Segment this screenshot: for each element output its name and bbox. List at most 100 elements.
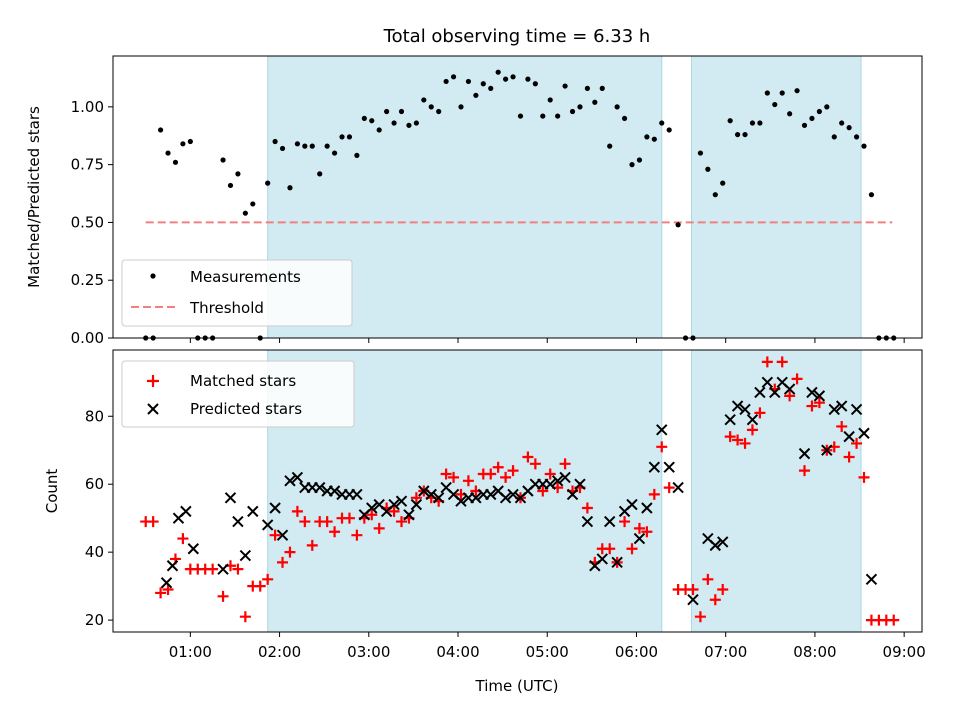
matched-star-marker xyxy=(239,611,251,623)
matched-star-marker xyxy=(746,424,758,436)
measurement-point xyxy=(636,157,643,163)
matched-star-marker xyxy=(784,390,796,402)
matched-star-marker xyxy=(254,580,266,592)
x-tick-label: 04:00 xyxy=(436,643,479,661)
measurement-point xyxy=(666,127,672,133)
measurement-point xyxy=(697,150,704,156)
bottom-x-ticks: 01:00 02:00 03:00 04:00 05:00 06:00 07:00 08:00… xyxy=(169,632,926,661)
measurements-legend-label: Measurements xyxy=(190,268,301,286)
measurement-point xyxy=(569,108,576,115)
x-tick-label: 02:00 xyxy=(258,643,301,661)
observing-window-band xyxy=(690,349,862,633)
predicted-star-marker xyxy=(731,400,744,412)
measurement-point xyxy=(607,143,613,149)
measurement-point xyxy=(235,171,241,177)
observing-windows xyxy=(267,349,862,633)
matched-star-marker xyxy=(277,556,289,568)
y-tick-label: 40 xyxy=(85,543,104,561)
measurement-point xyxy=(346,134,353,140)
predicted-star-marker xyxy=(388,498,400,511)
measurement-point xyxy=(846,125,852,131)
top-y-axis-label: Matched/Predicted stars xyxy=(25,106,43,288)
predicted-star-marker xyxy=(276,529,289,541)
measurement-point xyxy=(480,81,486,87)
predicted-star-marker xyxy=(180,505,192,518)
measurement-point xyxy=(831,134,837,140)
matched-star-marker xyxy=(529,458,541,470)
measurement-point xyxy=(599,85,605,91)
measurement-point xyxy=(265,180,271,186)
measurement-point xyxy=(675,222,681,228)
predicted-star-marker xyxy=(761,376,774,388)
measurement-point xyxy=(294,141,301,147)
measurement-point xyxy=(772,101,778,108)
matched-star-marker xyxy=(791,373,803,385)
measurement-point xyxy=(532,81,538,87)
matched-star-marker xyxy=(448,471,460,483)
x-axis-label: Time (UTC) xyxy=(475,677,559,695)
measurement-point xyxy=(779,90,785,96)
x-tick-label: 07:00 xyxy=(704,643,747,661)
measurement-point xyxy=(227,182,234,189)
predicted-star-marker xyxy=(485,488,497,501)
measurement-point xyxy=(428,104,434,110)
matched-star-marker xyxy=(232,563,244,575)
matched-star-marker xyxy=(485,468,497,480)
matched-star-marker xyxy=(604,543,616,555)
matched-legend-label: Matched stars xyxy=(190,372,296,390)
predicted-star-marker xyxy=(366,502,378,514)
measurement-point xyxy=(279,145,286,152)
predicted-star-marker xyxy=(663,461,675,473)
matched-star-marker xyxy=(507,465,519,477)
predicted-star-marker xyxy=(611,556,623,569)
measurement-point xyxy=(584,85,590,91)
predicted-star-marker xyxy=(284,475,296,487)
matched-star-marker xyxy=(396,516,408,528)
matched-star-marker xyxy=(544,468,556,480)
predicted-star-marker xyxy=(566,488,579,501)
matched-star-marker xyxy=(717,584,729,596)
measurement-point xyxy=(413,120,419,126)
x-tick-label: 08:00 xyxy=(793,643,836,661)
measurement-point xyxy=(339,134,345,140)
matched-star-marker xyxy=(702,573,714,585)
measurement-point xyxy=(331,150,338,156)
predicted-star-marker xyxy=(269,502,281,514)
matched-star-marker xyxy=(522,451,534,463)
matched-star-marker xyxy=(709,594,721,606)
predicted-star-marker xyxy=(403,509,415,521)
predicted-star-marker xyxy=(499,492,512,504)
bottom-y-axis-label: Count xyxy=(43,469,61,514)
matched-star-marker xyxy=(619,516,631,528)
measurement-point xyxy=(547,97,553,103)
measurement-point xyxy=(384,108,390,115)
matched-star-marker xyxy=(306,539,318,551)
measurement-point xyxy=(421,97,427,103)
measurement-point xyxy=(861,143,867,149)
matched-star-marker xyxy=(492,461,504,473)
measurement-point xyxy=(376,127,382,133)
predicted-legend-marker xyxy=(147,403,159,415)
top-axes-frame xyxy=(112,55,923,339)
predicted-star-marker xyxy=(247,505,259,518)
matched-star-marker xyxy=(291,505,303,517)
measurement-point xyxy=(309,143,315,149)
measurement-point xyxy=(361,115,367,122)
measurement-point xyxy=(157,127,164,133)
matched-star-marker xyxy=(648,488,660,500)
matched-star-marker xyxy=(147,516,159,528)
top-y-ticks: 0.00 0.25 0.50 0.75 1.00 xyxy=(71,98,113,347)
predicted-star-marker xyxy=(858,427,870,439)
predicted-star-marker xyxy=(581,515,594,528)
predicted-star-marker xyxy=(798,447,811,460)
y-tick-label: 0.50 xyxy=(71,213,104,231)
threshold-legend-label: Threshold xyxy=(189,299,264,317)
measurement-point xyxy=(302,143,308,149)
measurement-point xyxy=(824,104,830,110)
matched-star-marker xyxy=(410,492,422,504)
matched-star-marker xyxy=(799,465,811,477)
matched-star-marker xyxy=(537,485,549,497)
predicted-legend-label: Predicted stars xyxy=(190,400,302,418)
measurement-point xyxy=(272,138,278,145)
